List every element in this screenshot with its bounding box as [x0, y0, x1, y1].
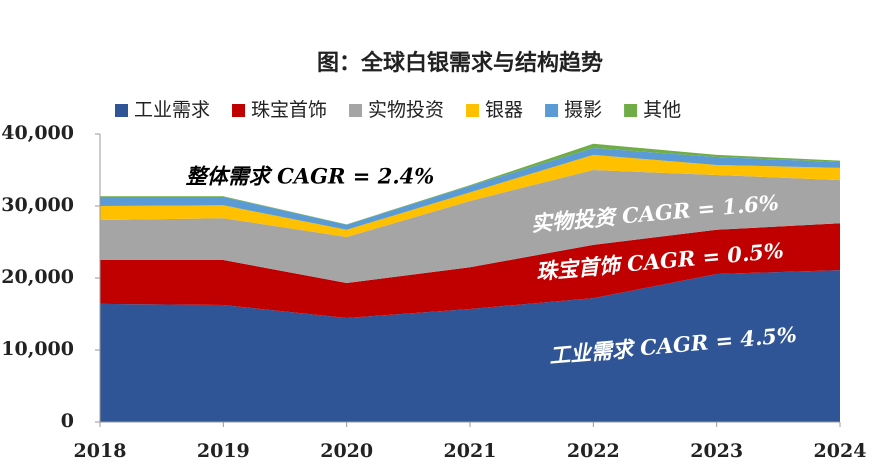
- legend-swatch: [466, 104, 480, 117]
- legend-label: 工业需求: [134, 99, 210, 121]
- legend-label: 银器: [485, 99, 523, 121]
- x-tick-label: 2018: [74, 440, 127, 462]
- legend-label: 摄影: [564, 99, 602, 121]
- legend-swatch: [349, 104, 363, 117]
- chart-title: 图：全球白银需求与结构趋势: [317, 50, 603, 76]
- x-tick-label: 2021: [444, 440, 497, 462]
- x-tick-label: 2023: [690, 440, 743, 462]
- area: [100, 170, 840, 284]
- y-tick-label: 0: [61, 410, 74, 432]
- y-tick-label: 20,000: [1, 266, 74, 288]
- x-tick-label: 2022: [567, 440, 620, 462]
- legend-swatch: [232, 104, 246, 117]
- x-tick-label: 2019: [197, 440, 250, 462]
- legend-label: 珠宝首饰: [251, 99, 327, 121]
- y-tick-label: 40,000: [1, 122, 74, 144]
- legend-label: 其他: [643, 99, 681, 121]
- area: [100, 223, 840, 318]
- y-tick-label: 30,000: [1, 194, 74, 216]
- legend-swatch: [115, 104, 128, 117]
- legend-swatch: [624, 104, 638, 117]
- area: [100, 154, 840, 237]
- area: [100, 148, 840, 230]
- x-tick-label: 2020: [320, 440, 373, 462]
- x-tick-label: 2024: [814, 440, 867, 462]
- y-tick-label: 10,000: [1, 338, 74, 360]
- legend-label: 实物投资: [368, 99, 444, 121]
- annotation: 整体需求 CAGR = 2.4%: [186, 164, 434, 189]
- legend-swatch: [545, 104, 559, 117]
- area: [100, 270, 840, 422]
